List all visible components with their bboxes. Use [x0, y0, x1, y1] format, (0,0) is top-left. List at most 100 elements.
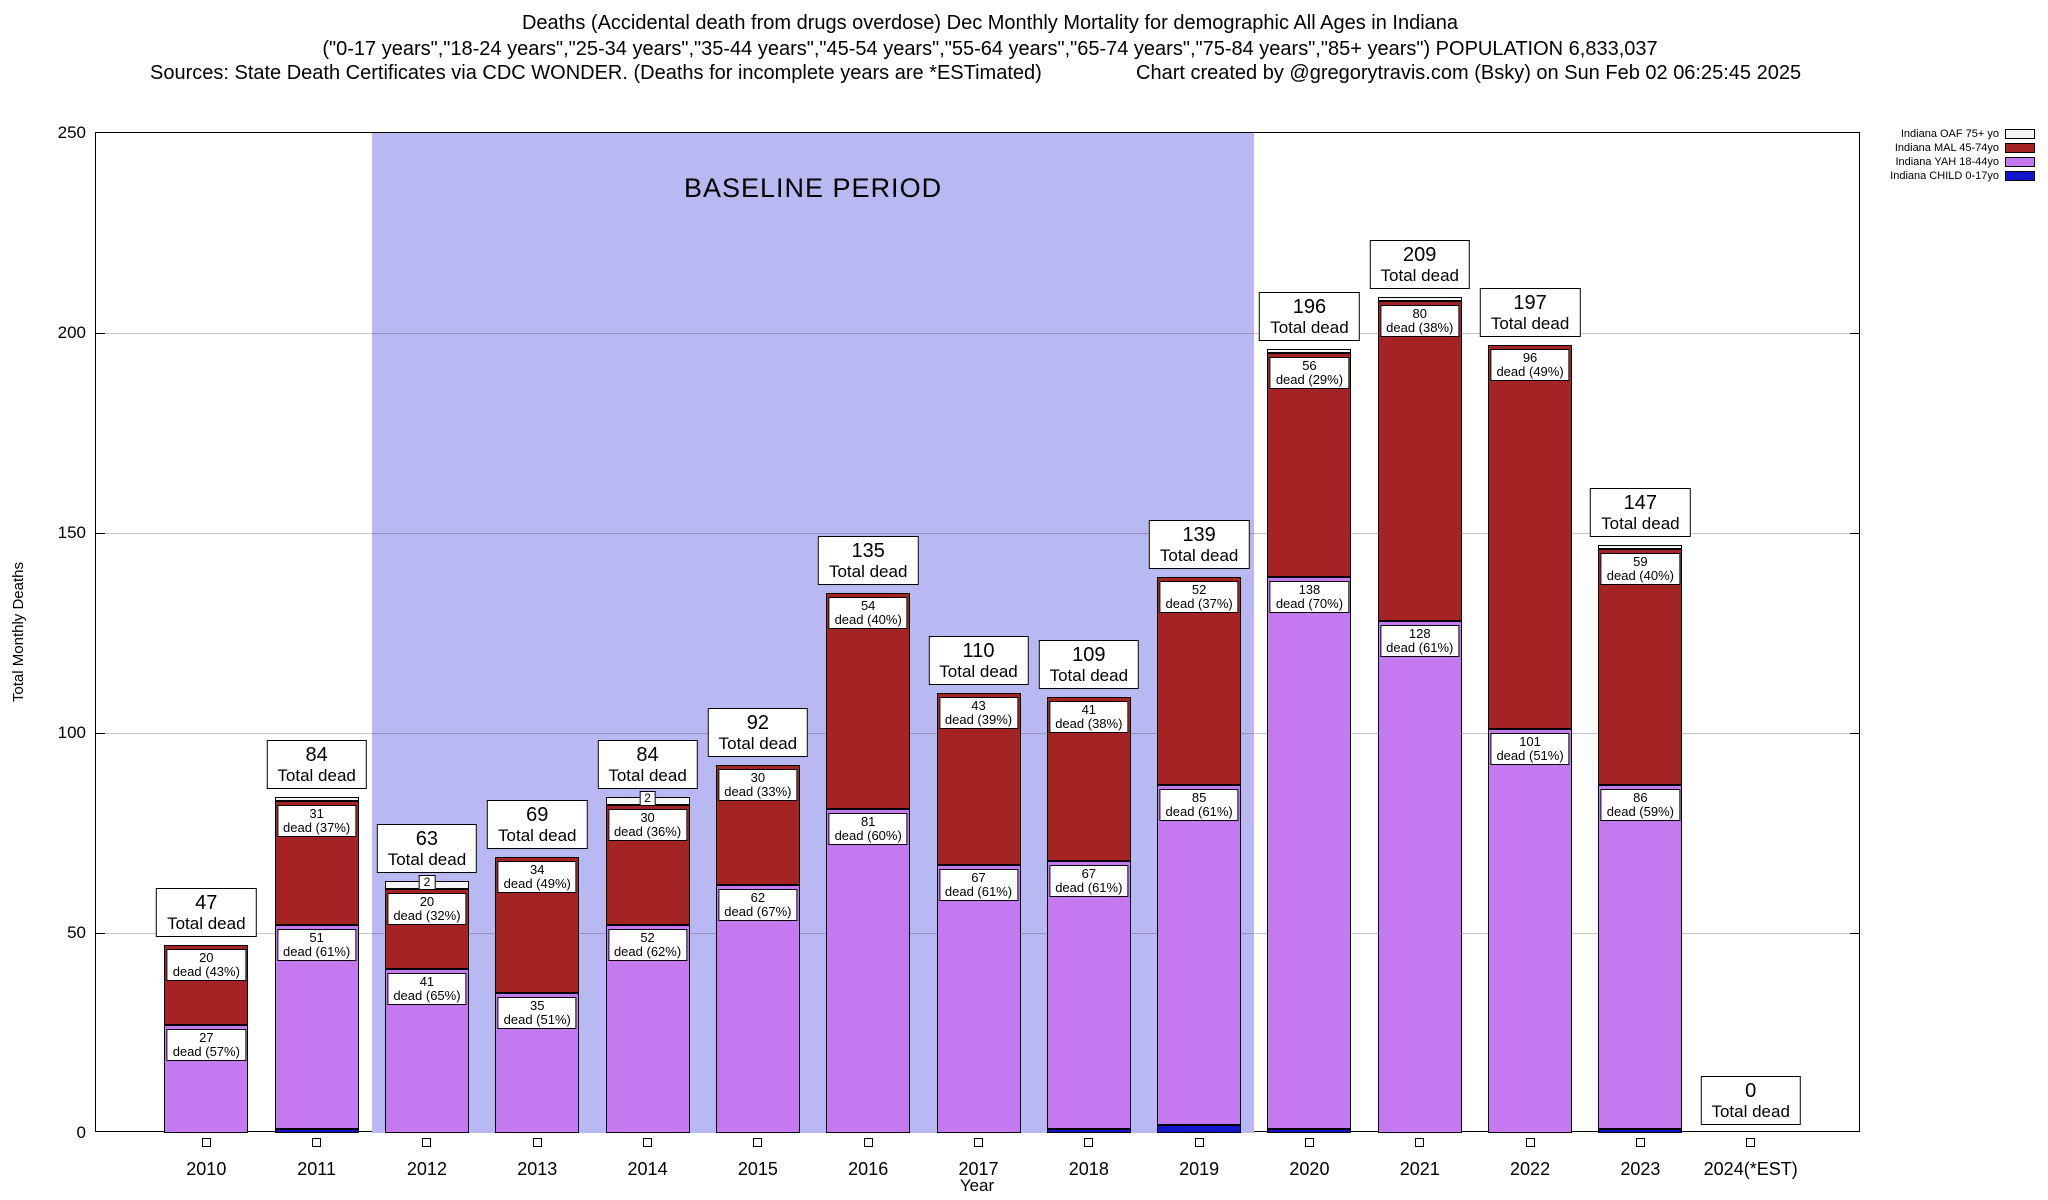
- legend-swatch: [2005, 171, 2035, 181]
- segment-label-line: 20: [199, 950, 214, 965]
- yah-segment-label: 41 dead (65%): [387, 973, 467, 1005]
- zero-marker: [1746, 1138, 1756, 1147]
- yah-segment-label: 35 dead (51%): [497, 997, 577, 1029]
- segment-label-line: dead (32%): [393, 908, 461, 923]
- y-tick-label: 100: [57, 723, 86, 742]
- zero-marker: [1304, 1138, 1314, 1147]
- segment-label-line: dead (62%): [613, 944, 682, 959]
- mal-segment-label: 30 dead (33%): [718, 769, 798, 801]
- segment-label-line: dead (37%): [1165, 596, 1233, 611]
- bar-segment-child-2020: [1267, 1129, 1352, 1133]
- yah-segment-label: 86 dead (59%): [1600, 789, 1680, 821]
- mal-segment-label: 52 dead (37%): [1159, 581, 1239, 613]
- total-dead-value: 135: [851, 540, 885, 562]
- zero-marker: [1415, 1138, 1425, 1147]
- total-dead-value: 84: [636, 744, 659, 766]
- y-tick-mark-left: [96, 933, 105, 934]
- zero-marker: [201, 1138, 211, 1147]
- bar-segment-child-2019: [1157, 1125, 1242, 1133]
- x-tick-label: 2013: [517, 1159, 558, 1179]
- segment-label-line: 52: [640, 930, 655, 945]
- x-axis-label: Year: [959, 1176, 995, 1195]
- segment-label-line: 51: [309, 930, 324, 945]
- segment-label-line: dead (61%): [283, 944, 351, 959]
- yah-segment-label: 81 dead (60%): [828, 813, 908, 845]
- segment-label-line: dead (51%): [503, 1012, 571, 1027]
- total-dead-value: 147: [1623, 492, 1658, 514]
- segment-label-line: dead (61%): [1386, 640, 1454, 655]
- total-dead-value: 47: [195, 892, 218, 914]
- segment-label-line: 2: [644, 791, 651, 805]
- legend-label: Indiana MAL 45-74yo: [1894, 142, 1999, 154]
- segment-label-line: 41: [1081, 702, 1097, 717]
- total-dead-caption: Total dead: [718, 734, 798, 753]
- segment-label-line: 43: [971, 698, 986, 713]
- bar-segment-oaf-2023: [1598, 545, 1683, 549]
- segment-label-line: 30: [640, 810, 655, 825]
- legend-item: Indiana CHILD 0-17yo: [1890, 170, 2035, 182]
- segment-label-line: 101: [1519, 734, 1541, 749]
- total-dead-label: 209 Total dead: [1369, 240, 1470, 289]
- y-tick-mark-right: [1850, 933, 1859, 934]
- legend-label: Indiana OAF 75+ yo: [1900, 128, 1999, 140]
- segment-label-line: 54: [860, 598, 876, 613]
- x-tick-label: 2019: [1179, 1159, 1220, 1179]
- segment-label-line: 80: [1412, 306, 1427, 321]
- segment-label-line: dead (43%): [172, 964, 240, 979]
- mal-segment-label: 43 dead (39%): [938, 697, 1019, 729]
- total-dead-caption: Total dead: [167, 914, 246, 933]
- segment-label-line: 67: [1081, 866, 1097, 881]
- segment-label-line: dead (38%): [1055, 716, 1123, 731]
- total-dead-label: 109 Total dead: [1038, 640, 1140, 689]
- yah-segment-label: 62 dead (67%): [718, 889, 798, 921]
- segment-label-line: dead (61%): [1055, 880, 1123, 895]
- segment-label-line: 81: [860, 814, 876, 829]
- yah-segment-label: 138 dead (70%): [1269, 581, 1350, 613]
- yah-segment-label: 128 dead (61%): [1380, 625, 1460, 657]
- bar-segment-mal-2022: [1488, 345, 1573, 729]
- yah-segment-label: 85 dead (61%): [1159, 789, 1239, 821]
- chart-subtitle: ("0-17 years","18-24 years","25-34 years…: [322, 38, 1658, 60]
- zero-marker: [1635, 1138, 1645, 1147]
- bar-segment-oaf-2021: [1377, 297, 1462, 301]
- zero-marker: [863, 1138, 873, 1147]
- mal-segment-label: 41 dead (38%): [1049, 701, 1129, 733]
- total-dead-value: 109: [1072, 644, 1106, 666]
- x-tick-label: 2011: [297, 1159, 336, 1179]
- zero-marker: [753, 1138, 763, 1147]
- total-dead-value: 92: [746, 712, 769, 734]
- legend-swatch: [2005, 129, 2035, 139]
- segment-label-line: 59: [1633, 554, 1648, 569]
- segment-label-line: dead (65%): [393, 988, 461, 1003]
- segment-label-line: 31: [309, 806, 324, 821]
- legend-swatch: [2005, 143, 2035, 153]
- segment-label-line: dead (61%): [944, 884, 1013, 899]
- zero-marker: [974, 1138, 983, 1147]
- segment-label-line: dead (67%): [724, 904, 792, 919]
- total-dead-label: 84 Total dead: [266, 740, 367, 789]
- total-dead-caption: Total dead: [1380, 266, 1459, 285]
- total-dead-caption: Total dead: [939, 662, 1018, 681]
- legend-swatch: [2005, 157, 2035, 167]
- gridline: [96, 333, 1859, 334]
- segment-label-line: 67: [971, 870, 986, 885]
- bar-segment-oaf-2011: [274, 797, 359, 801]
- bar-segment-yah-2022: [1488, 729, 1573, 1133]
- x-tick-label: 2012: [406, 1159, 447, 1179]
- zero-marker: [1194, 1138, 1204, 1147]
- bar-segment-mal-2020: [1267, 353, 1352, 577]
- legend-item: Indiana MAL 45-74yo: [1890, 142, 2035, 154]
- segment-label-line: 128: [1408, 626, 1431, 641]
- legend-item: Indiana OAF 75+ yo: [1890, 128, 2035, 140]
- segment-label-line: dead (49%): [1496, 364, 1564, 379]
- mal-segment-label: 34 dead (49%): [497, 861, 577, 893]
- total-dead-value: 69: [526, 804, 549, 826]
- y-tick-label: 200: [57, 323, 86, 342]
- total-dead-value: 139: [1182, 524, 1216, 546]
- legend: Indiana OAF 75+ yo Indiana MAL 45-74yo Ind…: [1890, 128, 2035, 184]
- y-tick-mark-left: [96, 533, 105, 534]
- segment-label-line: dead (70%): [1275, 596, 1344, 611]
- mal-segment-label: 31 dead (37%): [277, 805, 357, 837]
- x-tick-label: 2010: [186, 1159, 227, 1179]
- chart-title: Deaths (Accidental death from drugs over…: [521, 12, 1459, 34]
